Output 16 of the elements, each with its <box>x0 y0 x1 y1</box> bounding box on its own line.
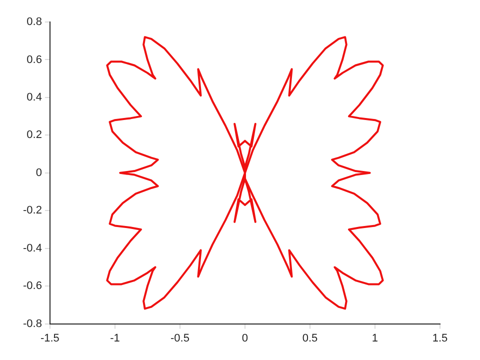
y-tick-label: 0 <box>36 166 42 179</box>
y-tick-label: 0.4 <box>26 91 42 104</box>
y-tick-label: -0.8 <box>22 318 42 330</box>
x-tick-label: 1.5 <box>432 332 448 344</box>
x-tick-label: 0.5 <box>302 332 318 344</box>
x-tick-label: -1 <box>110 332 120 344</box>
x-tick-label: 1 <box>372 332 378 344</box>
x-tick-label: -0.5 <box>170 332 190 344</box>
y-tick-label: -0.2 <box>22 204 42 217</box>
y-tick-label: 0.6 <box>26 54 42 66</box>
x-tick-label: -1.5 <box>40 332 60 344</box>
y-tick-label: -0.4 <box>22 242 42 254</box>
y-tick-label: 0.2 <box>26 129 42 142</box>
y-tick-label: 0.8 <box>26 16 42 28</box>
x-tick-label: 0 <box>242 332 248 344</box>
y-tick-label: -0.6 <box>22 280 42 292</box>
